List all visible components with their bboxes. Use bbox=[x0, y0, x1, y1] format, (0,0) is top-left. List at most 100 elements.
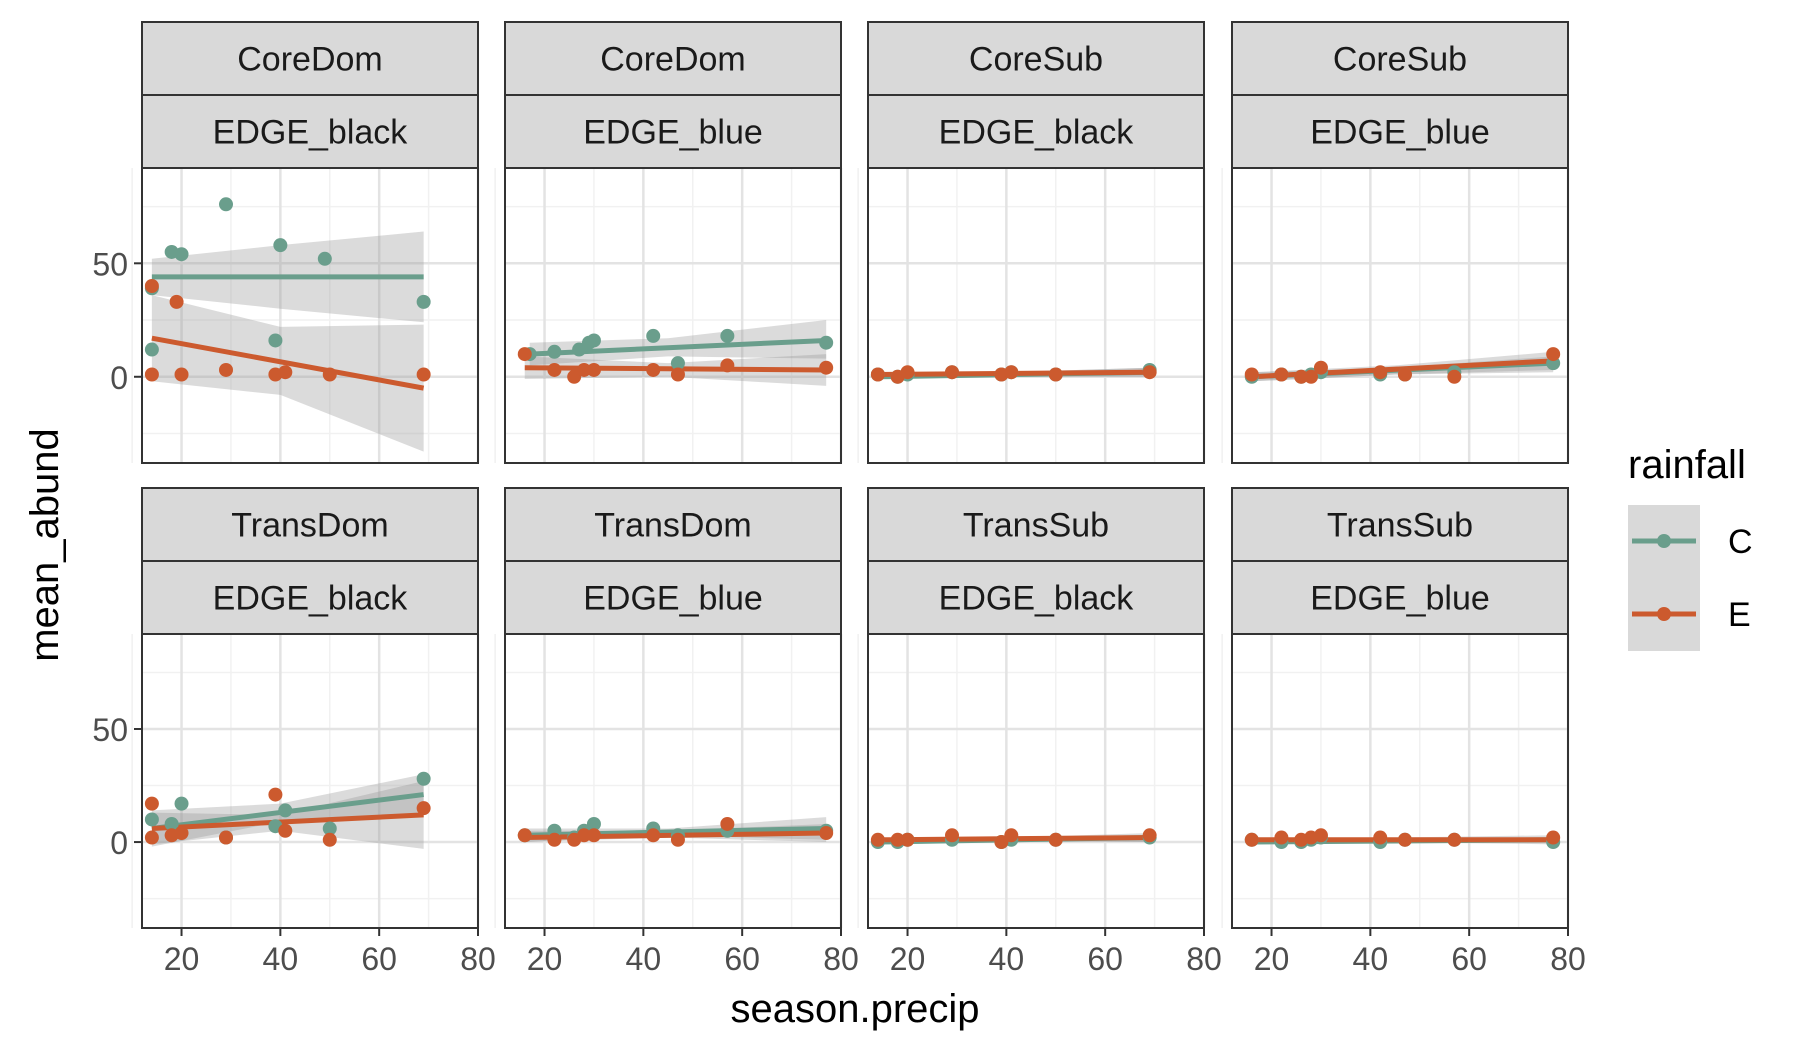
data-point-E bbox=[1447, 832, 1462, 847]
data-point-C bbox=[819, 335, 834, 350]
data-point-E bbox=[1294, 369, 1309, 384]
facet-strip-bottom-label: EDGE_blue bbox=[1310, 580, 1490, 618]
data-point-E bbox=[278, 823, 293, 838]
data-point-E bbox=[144, 830, 159, 845]
legend-title: rainfall bbox=[1628, 443, 1746, 487]
panel-background bbox=[1232, 168, 1568, 463]
data-point-E bbox=[577, 362, 592, 377]
data-point-E bbox=[586, 828, 601, 843]
data-point-E bbox=[945, 365, 959, 380]
x-axis-title: season.precip bbox=[730, 987, 979, 1031]
data-point-E bbox=[670, 832, 685, 847]
data-point-E bbox=[322, 367, 337, 382]
data-point-E bbox=[819, 360, 834, 375]
x-tick-label: 20 bbox=[164, 941, 200, 977]
data-point-E bbox=[1244, 367, 1259, 382]
facet-strip-bottom bbox=[1231, 94, 1569, 169]
x-tick-label: 60 bbox=[1087, 941, 1123, 977]
panel-border bbox=[1231, 167, 1569, 464]
facet-strip-bottom-label: EDGE_black bbox=[939, 114, 1135, 152]
y-axis-title: mean_abund bbox=[23, 428, 67, 662]
facet-strip-top bbox=[141, 21, 479, 96]
data-point-C bbox=[416, 771, 431, 786]
data-point-C bbox=[646, 328, 661, 343]
facet-strip-bottom bbox=[141, 560, 479, 635]
panel-border bbox=[141, 633, 479, 929]
data-point-E bbox=[1004, 365, 1019, 380]
data-point-C bbox=[720, 328, 735, 343]
data-point-C bbox=[164, 816, 179, 831]
data-point-E bbox=[169, 294, 184, 309]
data-point-E bbox=[994, 835, 1009, 850]
data-point-E bbox=[870, 367, 885, 382]
x-tick-label: 20 bbox=[1254, 941, 1290, 977]
data-point-E bbox=[1274, 367, 1289, 382]
data-point-C bbox=[586, 333, 601, 348]
facet-strip-top bbox=[504, 21, 842, 96]
x-tick-label: 80 bbox=[1186, 941, 1222, 977]
data-point-E bbox=[174, 826, 189, 841]
data-point-E bbox=[670, 367, 685, 382]
data-point-C bbox=[670, 356, 685, 371]
data-point-E bbox=[416, 367, 431, 382]
facet-strip-top-label: TransSub bbox=[1327, 507, 1473, 545]
facet-strip-top-label: CoreSub bbox=[969, 41, 1103, 79]
facet-strip-top bbox=[867, 487, 1205, 562]
x-tick-label: 60 bbox=[724, 941, 760, 977]
data-point-E bbox=[517, 347, 532, 362]
facet-strip-bottom-label: EDGE_black bbox=[939, 580, 1135, 618]
legend-key-point-C bbox=[1657, 534, 1671, 548]
data-point-E bbox=[819, 826, 834, 841]
fit-line-E bbox=[151, 335, 425, 391]
data-point-E bbox=[646, 362, 661, 377]
data-point-C bbox=[317, 251, 332, 266]
facet-strip-top-label: CoreSub bbox=[1333, 41, 1467, 79]
data-point-E bbox=[219, 362, 233, 377]
data-point-E bbox=[547, 362, 562, 377]
x-tick-label: 80 bbox=[1550, 941, 1586, 977]
data-point-E bbox=[1244, 832, 1259, 847]
data-point-C bbox=[416, 294, 431, 309]
panel-background bbox=[1232, 634, 1568, 928]
data-point-E bbox=[900, 365, 915, 380]
panel-border bbox=[867, 167, 1205, 464]
fit-line-E bbox=[151, 812, 424, 831]
data-point-E bbox=[144, 796, 159, 811]
facet-strip-bottom-label: EDGE_blue bbox=[583, 580, 763, 618]
data-point-E bbox=[900, 832, 915, 847]
y-tick-label: 0 bbox=[110, 360, 128, 396]
x-tick-label: 40 bbox=[263, 941, 299, 977]
data-point-E bbox=[1048, 832, 1063, 847]
panel-border bbox=[141, 167, 479, 464]
panel-background bbox=[868, 634, 1204, 928]
y-tick-label: 0 bbox=[110, 825, 128, 861]
data-point-E bbox=[890, 832, 905, 847]
data-point-C bbox=[547, 344, 562, 359]
facet-strip-top-label: TransDom bbox=[594, 507, 751, 545]
facet-strip-top bbox=[867, 21, 1205, 96]
data-point-E bbox=[577, 828, 592, 843]
facet-strip-bottom-label: EDGE_blue bbox=[1310, 114, 1490, 152]
data-point-C bbox=[174, 796, 189, 811]
data-point-E bbox=[1397, 367, 1412, 382]
panel-border bbox=[504, 633, 842, 929]
data-point-C bbox=[273, 238, 288, 253]
x-tick-label: 60 bbox=[361, 941, 397, 977]
data-point-C bbox=[268, 333, 283, 348]
x-tick-label: 40 bbox=[626, 941, 662, 977]
data-point-C bbox=[174, 247, 189, 262]
legend-label-C: C bbox=[1728, 523, 1753, 561]
facet-strip-top bbox=[1231, 21, 1569, 96]
data-point-E bbox=[1546, 347, 1561, 362]
facet-strip-bottom bbox=[504, 560, 842, 635]
x-tick-label: 60 bbox=[1451, 941, 1487, 977]
facet-strip-top-label: TransDom bbox=[231, 507, 388, 545]
panel-background bbox=[868, 168, 1204, 463]
facet-strip-top bbox=[1231, 487, 1569, 562]
data-point-E bbox=[268, 787, 283, 802]
confidence-band-C bbox=[529, 320, 827, 366]
x-tick-label: 40 bbox=[1353, 941, 1389, 977]
facet-strip-top bbox=[504, 487, 842, 562]
x-tick-label: 20 bbox=[527, 941, 563, 977]
